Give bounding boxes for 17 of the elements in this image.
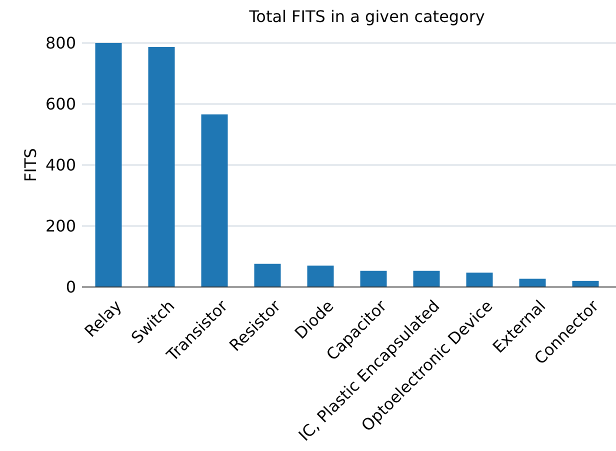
y-tick-label: 200 [45, 216, 76, 236]
y-tick-label: 600 [45, 94, 76, 114]
y-tick-label: 400 [45, 156, 76, 175]
bar [201, 114, 228, 287]
bar [254, 264, 281, 287]
y-tick-label: 800 [45, 34, 76, 53]
y-axis-title: FITS [21, 148, 40, 182]
bar [413, 270, 440, 287]
bar [466, 272, 493, 287]
bar [572, 280, 599, 287]
bar [148, 46, 175, 287]
chart-title: Total FITS in a given category [248, 7, 485, 26]
y-tick-label: 0 [66, 278, 76, 297]
bar [519, 278, 546, 287]
bar [307, 266, 334, 287]
bar [95, 43, 122, 287]
bar [360, 270, 387, 287]
